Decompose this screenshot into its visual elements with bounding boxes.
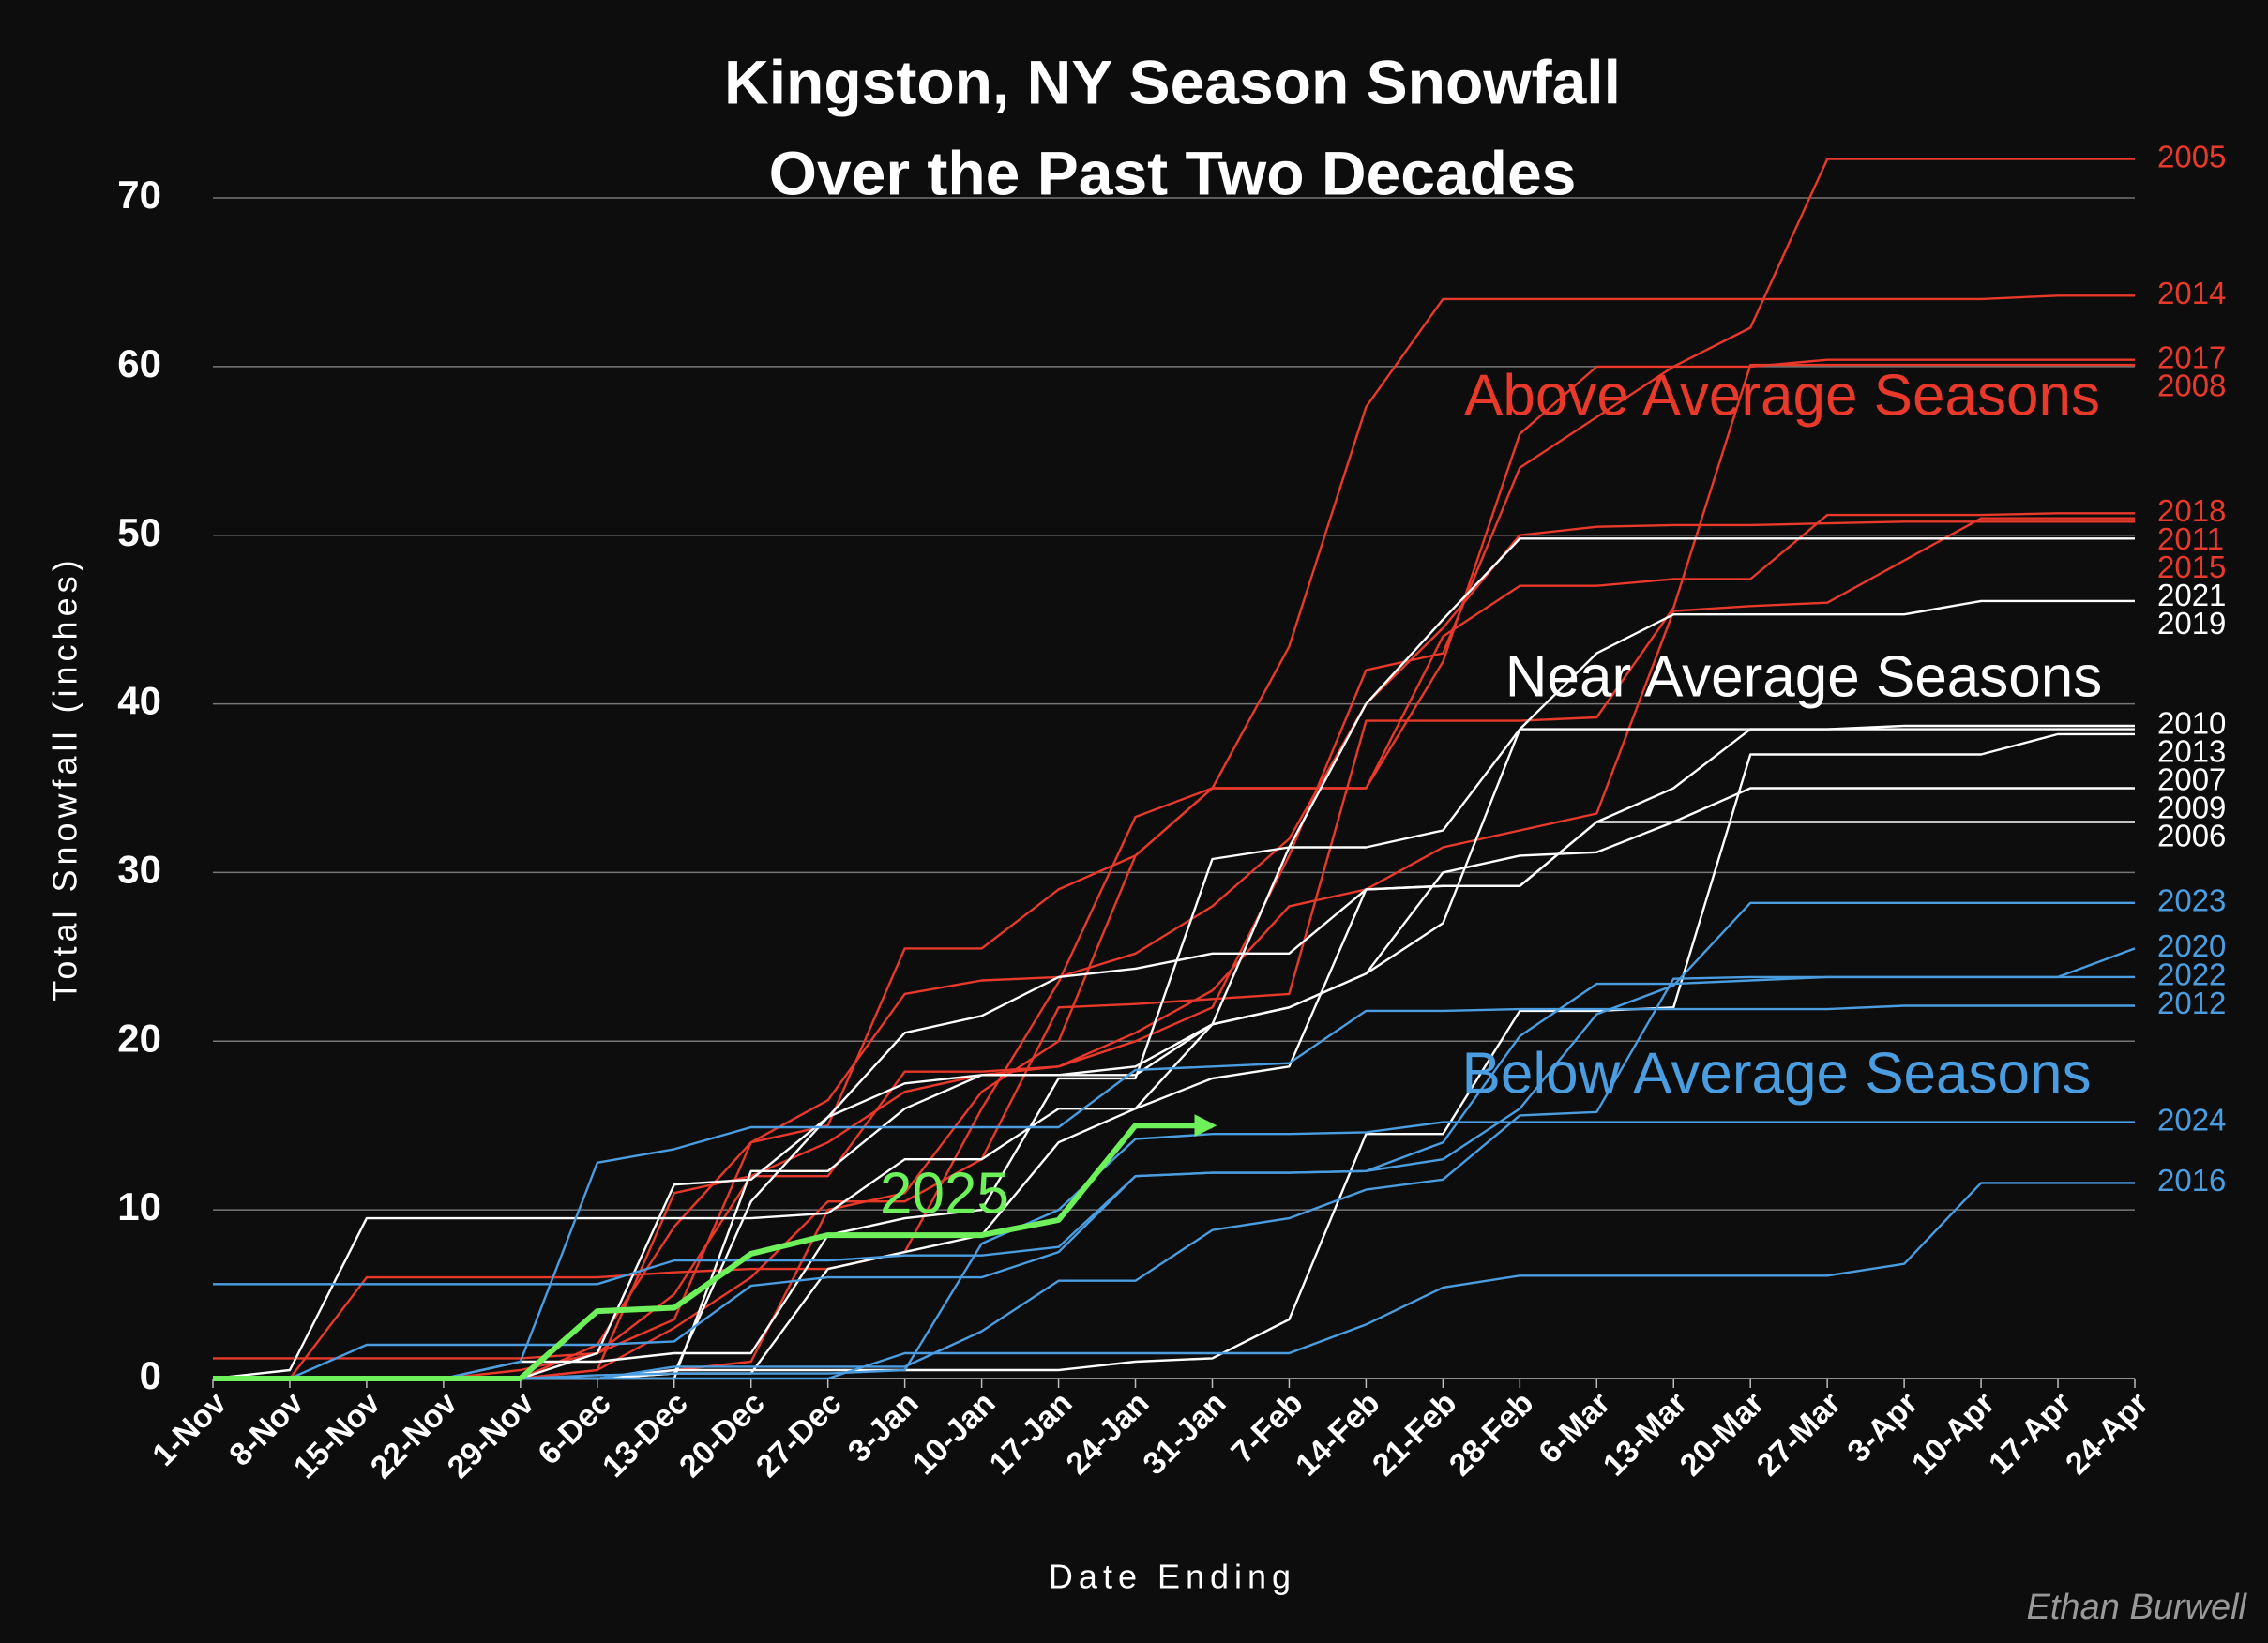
series-line [213, 1004, 2135, 1380]
series-label: 2010 [2157, 706, 2226, 741]
highlight-label: 2025 [880, 1161, 1009, 1226]
chart-title: Kingston, NY Season Snowfall [724, 47, 1621, 116]
y-tick-label: 20 [117, 1016, 161, 1060]
x-axis-title: Date Ending [1049, 1558, 1296, 1596]
series-label: 2018 [2157, 493, 2226, 528]
series-line [212, 787, 2135, 1380]
series-label: 2013 [2157, 734, 2226, 769]
series-label: 2008 [2157, 368, 2226, 402]
y-tick-label: 10 [117, 1184, 161, 1228]
series-label: 2009 [2157, 791, 2226, 825]
series-label: 2022 [2157, 957, 2226, 992]
series-label: 2020 [2157, 928, 2226, 963]
series-label: 2012 [2157, 986, 2226, 1020]
series-label: 2023 [2157, 883, 2226, 918]
series-label: 2017 [2157, 339, 2226, 374]
lines [212, 158, 2136, 1381]
series-label: 2015 [2157, 550, 2226, 584]
annotation: Below Average Seasons [1462, 1041, 2092, 1106]
series-label: 2019 [2157, 606, 2226, 641]
series-label: 2007 [2157, 762, 2226, 797]
series-label: 2005 [2157, 139, 2226, 173]
series-label: 2014 [2157, 276, 2226, 310]
series-label: 2006 [2157, 819, 2226, 853]
y-axis-title: Total Snowfall (inches) [46, 555, 84, 1001]
y-tick-label: 40 [117, 679, 161, 723]
annotation: Above Average Seasons [1464, 363, 2100, 428]
series-line [213, 512, 2135, 1380]
series-line [213, 1182, 2135, 1380]
annotation: Near Average Seasons [1505, 644, 2103, 709]
credit: Ethan Burwell [2027, 1588, 2248, 1627]
series-label: 2021 [2157, 578, 2226, 612]
series-line [213, 520, 2135, 1360]
y-tick-label: 70 [117, 173, 161, 217]
series-label: 2024 [2157, 1102, 2226, 1137]
y-tick-label: 30 [117, 848, 161, 892]
y-tick-label: 50 [117, 510, 161, 554]
chart-title: Over the Past Two Decades [769, 138, 1577, 207]
y-tick-label: 60 [117, 341, 161, 385]
series-label: 2016 [2157, 1163, 2226, 1198]
series-label: 2011 [2157, 521, 2224, 556]
y-tick-label: 0 [140, 1353, 161, 1397]
series-line [213, 537, 2135, 1380]
highlight-line [213, 1114, 1217, 1381]
